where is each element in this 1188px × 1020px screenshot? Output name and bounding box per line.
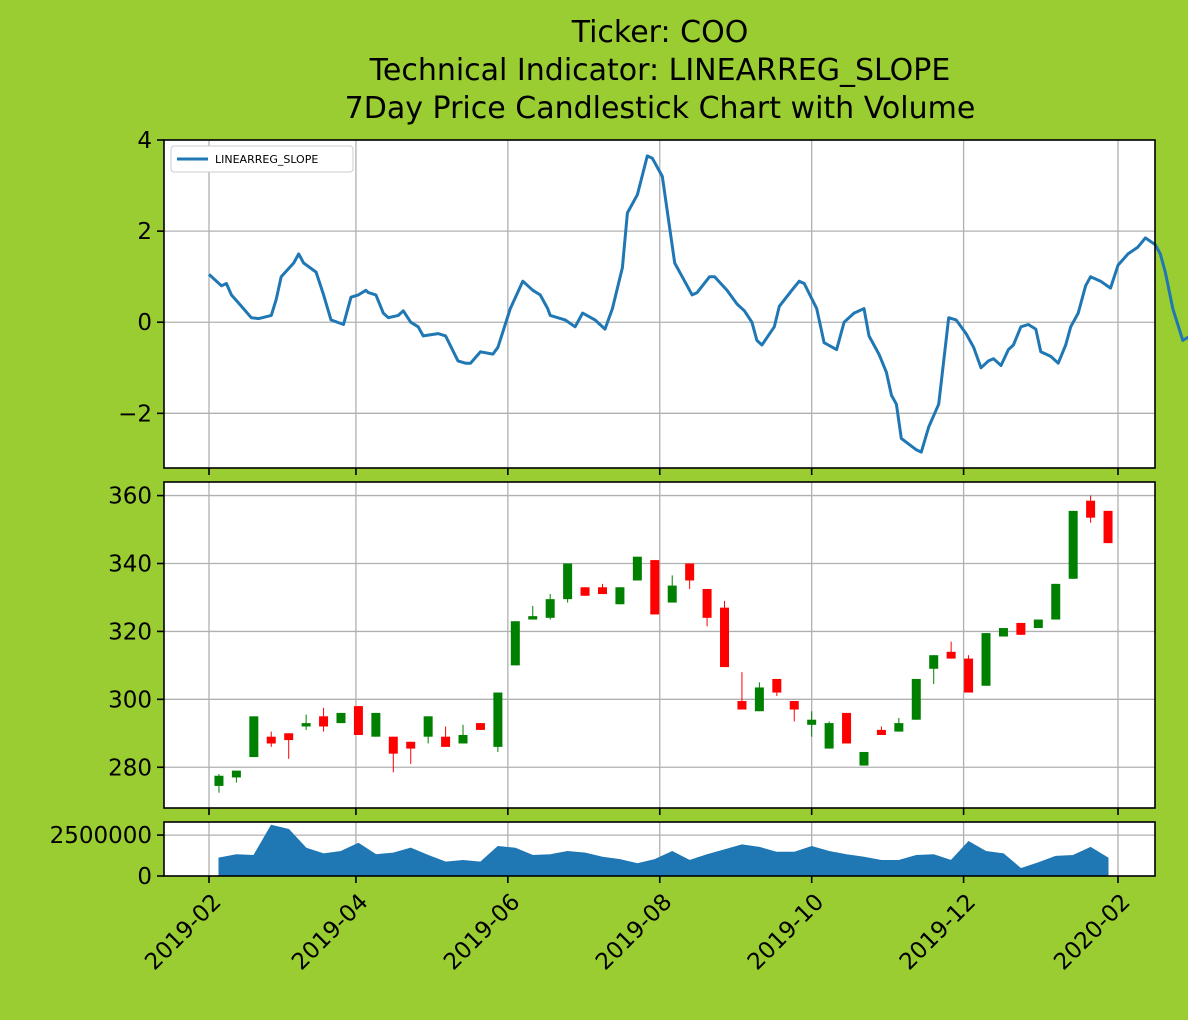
candle-body bbox=[859, 751, 869, 766]
candle-body bbox=[772, 678, 782, 693]
candle-body bbox=[284, 733, 294, 741]
title-line-1: Ticker: COO bbox=[571, 15, 749, 50]
candle-body bbox=[545, 599, 555, 618]
candle-body bbox=[249, 716, 259, 758]
candle-body bbox=[266, 736, 276, 744]
y-tick-label: 2 bbox=[137, 219, 152, 245]
candle-body bbox=[231, 770, 241, 778]
candles bbox=[214, 495, 1113, 793]
series-line-linearreg-slope bbox=[207, 154, 1188, 454]
y-tick-label: 320 bbox=[108, 619, 152, 645]
candle-body bbox=[998, 628, 1008, 637]
y-tick-label: 340 bbox=[108, 552, 152, 578]
y-tick-label: −2 bbox=[118, 401, 152, 427]
candle-body bbox=[563, 563, 573, 600]
candle-body bbox=[685, 563, 695, 581]
candle-body bbox=[1051, 583, 1061, 620]
y-tick-label: 0 bbox=[137, 310, 152, 336]
panel-indicator: 4 2 0 −2 bbox=[118, 128, 1155, 475]
x-tick-label: 2019-04 bbox=[287, 889, 373, 975]
candle-body bbox=[1016, 622, 1026, 635]
candle-body bbox=[615, 587, 625, 605]
candle-body bbox=[946, 651, 956, 659]
volume-area bbox=[218, 824, 1109, 877]
title-line-2: Technical Indicator: LINEARREG_SLOPE bbox=[369, 53, 951, 88]
candle-body bbox=[929, 655, 939, 669]
candle-body bbox=[754, 687, 764, 712]
legend-box bbox=[170, 145, 354, 173]
candle-body bbox=[441, 736, 451, 747]
candle-body bbox=[1033, 619, 1043, 629]
candle-body bbox=[458, 734, 468, 744]
candle-body bbox=[528, 616, 538, 620]
candle-body bbox=[475, 723, 485, 730]
candle-body bbox=[842, 712, 852, 744]
panel-price: 360 340 320 300 280 bbox=[108, 482, 1155, 815]
candle-body bbox=[406, 741, 416, 749]
y-tick-label: 0 bbox=[137, 864, 152, 890]
x-tick-label: 2019-08 bbox=[591, 889, 677, 975]
candle-body bbox=[388, 736, 398, 754]
candle-body bbox=[632, 556, 642, 581]
candle-body bbox=[824, 723, 834, 749]
candle-body bbox=[493, 692, 503, 747]
title-line-3: 7Day Price Candlestick Chart with Volume bbox=[344, 91, 976, 126]
legend-label: LINEARREG_SLOPE bbox=[215, 153, 318, 166]
candle-body bbox=[1086, 500, 1096, 518]
candle-body bbox=[702, 588, 712, 618]
candle-body bbox=[353, 706, 363, 735]
panel-frame bbox=[163, 821, 1156, 877]
y-tick-label: 280 bbox=[108, 755, 152, 781]
y-tick-label: 2500000 bbox=[50, 823, 152, 849]
x-tick-label: 2019-02 bbox=[140, 889, 226, 975]
candle-body bbox=[319, 716, 329, 727]
panel-frame bbox=[163, 139, 1156, 469]
candle-body bbox=[894, 723, 904, 732]
candle-body bbox=[789, 701, 799, 710]
y-tick-label: 360 bbox=[108, 484, 152, 510]
y-tick-label: 300 bbox=[108, 687, 152, 713]
candle-body bbox=[423, 716, 433, 737]
candle-body bbox=[301, 723, 311, 727]
candle-body bbox=[737, 701, 747, 710]
candle-body bbox=[911, 678, 921, 720]
candle-body bbox=[371, 712, 381, 737]
candle-body bbox=[214, 775, 224, 786]
candle-body bbox=[1103, 510, 1113, 544]
candle-body bbox=[981, 633, 991, 686]
panel-frame bbox=[163, 481, 1156, 809]
x-tick-label: 2019-10 bbox=[743, 889, 829, 975]
candle-body bbox=[650, 560, 660, 615]
candle-body bbox=[720, 607, 730, 668]
x-tick-label: 2020-02 bbox=[1049, 889, 1135, 975]
candle-body bbox=[964, 658, 974, 693]
x-tick-label: 2019-12 bbox=[895, 889, 981, 975]
legend: LINEARREG_SLOPE bbox=[170, 145, 354, 173]
candle-body bbox=[580, 587, 590, 596]
chart-title: Ticker: COO Technical Indicator: LINEARR… bbox=[0, 14, 1188, 128]
x-tick-label: 2019-06 bbox=[439, 889, 525, 975]
y-tick-label: 4 bbox=[137, 128, 152, 154]
candle-body bbox=[597, 587, 607, 595]
candle-body bbox=[876, 729, 886, 735]
candle-body bbox=[510, 621, 520, 666]
candle-body bbox=[667, 585, 677, 603]
candle-body bbox=[1068, 510, 1078, 579]
candle-body bbox=[336, 712, 346, 724]
candle-body bbox=[807, 719, 817, 725]
